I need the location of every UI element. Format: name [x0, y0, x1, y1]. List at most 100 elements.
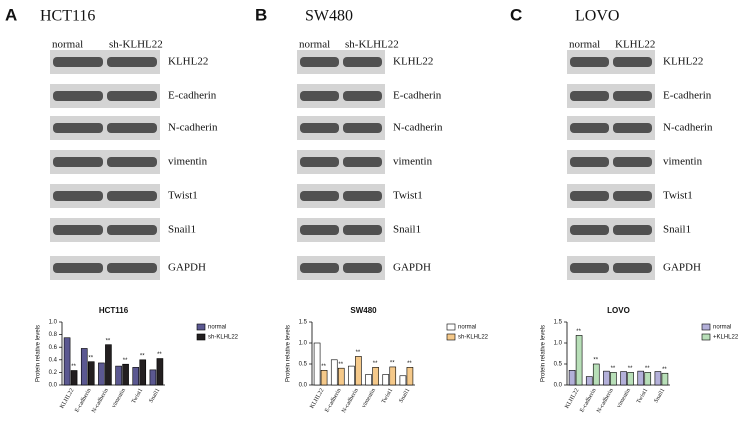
significance-mark: **	[123, 358, 128, 364]
panel-letter: C	[510, 5, 522, 24]
x-tick-label: N-cadherin	[341, 388, 360, 414]
protein-label: vimentin	[168, 156, 208, 168]
blot-band	[343, 225, 382, 235]
blot-band	[570, 263, 609, 273]
legend-label: sh-KLHL22	[208, 335, 239, 341]
blot-band	[53, 191, 103, 201]
protein-label: KLHL22	[663, 56, 703, 68]
blot-band	[343, 123, 382, 133]
y-tick-label: 0.5	[554, 362, 563, 368]
x-tick-label: KLHL22	[309, 388, 325, 410]
cell-line-title: HCT116	[40, 8, 95, 25]
bar	[610, 372, 617, 386]
y-tick-label: 0.0	[554, 383, 563, 389]
bar	[156, 358, 164, 386]
blot-band	[343, 263, 382, 273]
blot-band	[300, 57, 339, 67]
legend-label: sh-KLHL22	[458, 335, 489, 341]
x-tick-label: Snail1	[148, 388, 161, 404]
blot-band	[570, 57, 609, 67]
x-tick-label: Twist1	[636, 388, 649, 405]
bar	[149, 369, 157, 386]
protein-label: N-cadherin	[663, 122, 713, 134]
blot-band	[300, 123, 339, 133]
bar	[80, 348, 88, 386]
y-tick-label: 0.5	[299, 362, 308, 368]
x-tick-label: Snail1	[398, 388, 411, 404]
bar	[654, 371, 662, 386]
significance-mark: **	[628, 366, 633, 372]
x-tick-label: vimentin	[616, 388, 632, 409]
legend-swatch	[196, 323, 206, 331]
protein-label: GAPDH	[393, 262, 431, 274]
significance-mark: **	[157, 352, 162, 358]
blot-band	[613, 91, 652, 101]
blot-band	[570, 191, 609, 201]
x-tick-label: vimentin	[111, 388, 127, 409]
bar	[637, 370, 645, 386]
blot-band	[343, 57, 382, 67]
blot-band	[53, 91, 103, 101]
legend-label: normal	[458, 325, 476, 331]
significance-mark: **	[593, 358, 598, 364]
significance-mark: **	[106, 338, 111, 344]
significance-mark: **	[390, 361, 395, 367]
significance-mark: **	[338, 362, 343, 368]
blot-band	[107, 225, 157, 235]
blot-band	[300, 157, 339, 167]
protein-label: Snail1	[168, 224, 196, 236]
bar	[348, 365, 355, 386]
lane-label: sh-KLHL22	[345, 39, 399, 51]
significance-mark: **	[71, 364, 76, 370]
significance-mark: **	[662, 367, 667, 373]
significance-mark: **	[356, 350, 361, 356]
protein-label: Twist1	[663, 190, 693, 202]
x-tick-label: Twist1	[131, 388, 144, 405]
x-tick-label: vimentin	[361, 388, 377, 409]
lane-label: sh-KLHL22	[109, 39, 163, 51]
bar	[372, 367, 379, 386]
bar	[98, 362, 105, 386]
blot-band	[107, 191, 157, 201]
bar	[70, 370, 78, 386]
bar	[620, 371, 627, 386]
bar	[115, 365, 122, 386]
blot-band	[53, 225, 103, 235]
blot-band	[343, 191, 382, 201]
protein-label: E-cadherin	[393, 90, 442, 102]
legend-label: normal	[713, 325, 731, 331]
blot-band	[53, 57, 103, 67]
y-tick-label: 0.2	[49, 370, 58, 376]
blot-band	[613, 191, 652, 201]
protein-label: E-cadherin	[168, 90, 217, 102]
blot-band	[107, 91, 157, 101]
bar	[355, 356, 362, 386]
blot-band	[343, 91, 382, 101]
y-tick-label: 1.5	[299, 320, 308, 326]
significance-mark: **	[321, 364, 326, 370]
blot-band	[53, 157, 103, 167]
x-tick-label: Twist1	[381, 388, 394, 405]
blot-band	[53, 123, 103, 133]
blot-band	[300, 225, 339, 235]
bar	[575, 335, 583, 386]
bar	[320, 369, 328, 386]
bar	[337, 367, 345, 386]
blot-band	[107, 57, 157, 67]
blot-band	[570, 225, 609, 235]
x-tick-label: E-cadherin	[324, 388, 342, 414]
legend-label: normal	[208, 325, 226, 331]
blot-band	[613, 157, 652, 167]
legend-swatch	[446, 333, 456, 341]
panel-letter: A	[5, 5, 17, 24]
bar	[122, 363, 129, 386]
blot-band	[53, 263, 103, 273]
bar	[399, 375, 407, 386]
protein-label: GAPDH	[663, 262, 701, 274]
blot-band	[570, 91, 609, 101]
bar	[592, 363, 600, 386]
significance-mark: **	[373, 361, 378, 367]
y-axis-label: Protein relative levels	[286, 325, 292, 382]
lane-label: normal	[299, 39, 330, 51]
